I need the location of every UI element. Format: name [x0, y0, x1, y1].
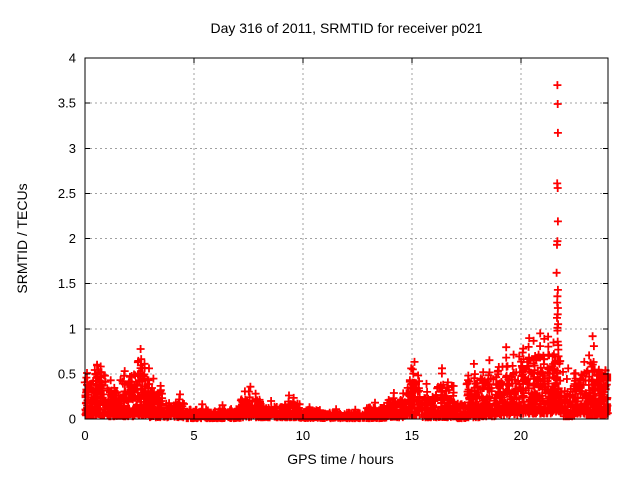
svg-text:4: 4 — [69, 51, 76, 66]
svg-text:2: 2 — [69, 231, 76, 246]
svg-text:10: 10 — [296, 428, 310, 443]
svg-text:5: 5 — [190, 428, 197, 443]
y-axis-label: SRMTID / TECUs — [14, 183, 30, 293]
svg-text:1: 1 — [69, 321, 76, 336]
svg-text:15: 15 — [405, 428, 419, 443]
gridlines — [85, 58, 608, 419]
chart-title: Day 316 of 2011, SRMTID for receiver p02… — [210, 20, 482, 36]
svg-text:3: 3 — [69, 141, 76, 156]
saturated-point-clusters — [453, 373, 612, 421]
svg-text:0.5: 0.5 — [58, 366, 76, 381]
axis-ticks — [84, 57, 608, 420]
svg-text:0: 0 — [69, 412, 76, 427]
tick-labels: 0 0.5 1 1.5 2 2.5 3 3.5 4 0 5 10 15 20 — [58, 51, 528, 444]
scatter-points — [80, 81, 612, 423]
svg-text:0: 0 — [81, 428, 88, 443]
svg-text:1.5: 1.5 — [58, 276, 76, 291]
svg-text:2.5: 2.5 — [58, 186, 76, 201]
x-axis-label: GPS time / hours — [287, 451, 394, 467]
svg-text:20: 20 — [514, 428, 528, 443]
svg-text:3.5: 3.5 — [58, 96, 76, 111]
